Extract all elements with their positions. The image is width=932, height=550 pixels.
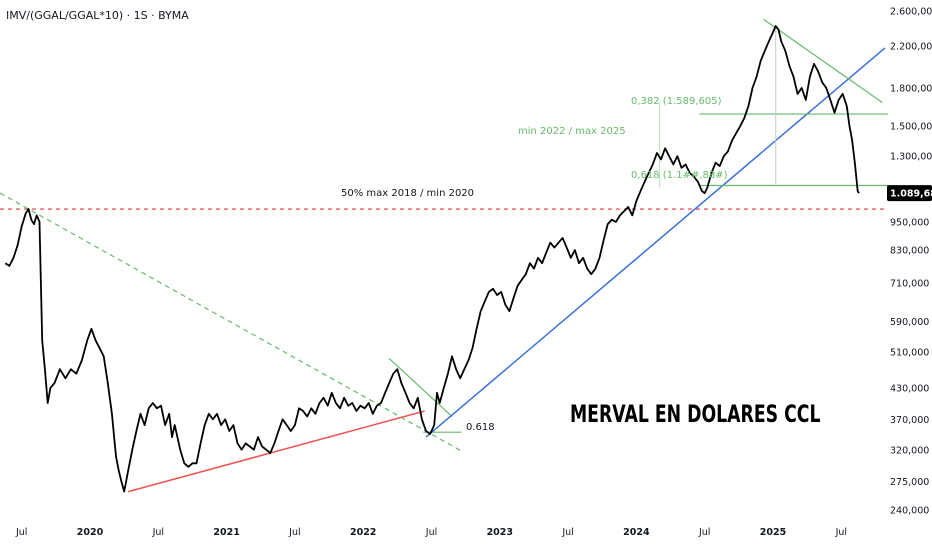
y-tick-label: 590,000 (890, 317, 929, 328)
support-trendline (128, 410, 425, 493)
x-tick-label: 2023 (487, 527, 513, 538)
y-tick-label: 830,000 (890, 246, 929, 257)
y-tick-label: 510,000 (890, 348, 929, 359)
x-tick-label: 2024 (623, 527, 650, 538)
fib-2022-label: 0.618 (466, 422, 495, 433)
price-line (4, 25, 860, 493)
resistance-2022-line (388, 357, 453, 417)
resistance-2025-line (763, 18, 883, 103)
y-tick-label: 320,000 (890, 445, 929, 456)
chart-title: IMV/(GGAL/GGAL*10) · 1S · BYMA (6, 9, 189, 22)
y-tick-label: 950,000 (890, 217, 929, 228)
chart-big-title: MERVAL EN DOLARES CCL (570, 400, 820, 428)
downtrend-dashed-line (0, 192, 462, 452)
y-tick-label: 2.200,000 (890, 41, 932, 52)
y-tick-label: 2.600,000 (890, 7, 932, 18)
x-tick-label: 2022 (350, 527, 376, 538)
x-tick-label: Jul (835, 527, 847, 538)
annotations: 0,382 (1.589,605) 0,618 (1.1##,88#) min 20… (341, 96, 820, 433)
last-price-box (887, 185, 932, 202)
y-tick-label: 1.800,000 (890, 84, 932, 95)
last-price-badge: 1.089,682 (887, 185, 932, 202)
midpoint-label: 50% max 2018 / min 2020 (341, 188, 474, 199)
last-price-text: 1.089,682 (890, 189, 932, 200)
price-series (4, 25, 860, 493)
y-tick-label: 240,000 (890, 506, 929, 517)
y-tick-label: 1.500,000 (890, 122, 932, 133)
y-tick-label: 710,000 (890, 278, 929, 289)
fib-0618-label: 0,618 (1.1##,88#) (631, 170, 728, 181)
y-tick-label: 1.300,000 (890, 152, 932, 163)
y-tick-label: 275,000 (890, 477, 929, 488)
x-tick-label: 2025 (760, 527, 786, 538)
y-tick-label: 430,000 (890, 383, 929, 394)
trendlines (0, 18, 888, 493)
range-label: min 2022 / max 2025 (518, 126, 626, 137)
x-tick-label: 2021 (213, 527, 239, 538)
fib-0382-label: 0,382 (1.589,605) (631, 96, 722, 107)
x-tick-label: Jul (698, 527, 710, 538)
y-tick-label: 370,000 (890, 415, 929, 426)
x-tick-label: 2020 (77, 527, 104, 538)
x-tick-label: Jul (15, 527, 27, 538)
x-tick-label: Jul (425, 527, 437, 538)
uptrend-line (425, 47, 886, 438)
x-tick-label: Jul (288, 527, 300, 538)
x-tick-label: Jul (152, 527, 164, 538)
y-axis[interactable]: 2.600,000 2.200,000 1.800,000 1.500,000 1.30… (887, 7, 932, 517)
x-axis[interactable]: Jul 2020 Jul 2021 Jul 2022 Jul 2023 Jul 2024 Jul 20… (15, 527, 847, 538)
x-tick-label: Jul (561, 527, 573, 538)
